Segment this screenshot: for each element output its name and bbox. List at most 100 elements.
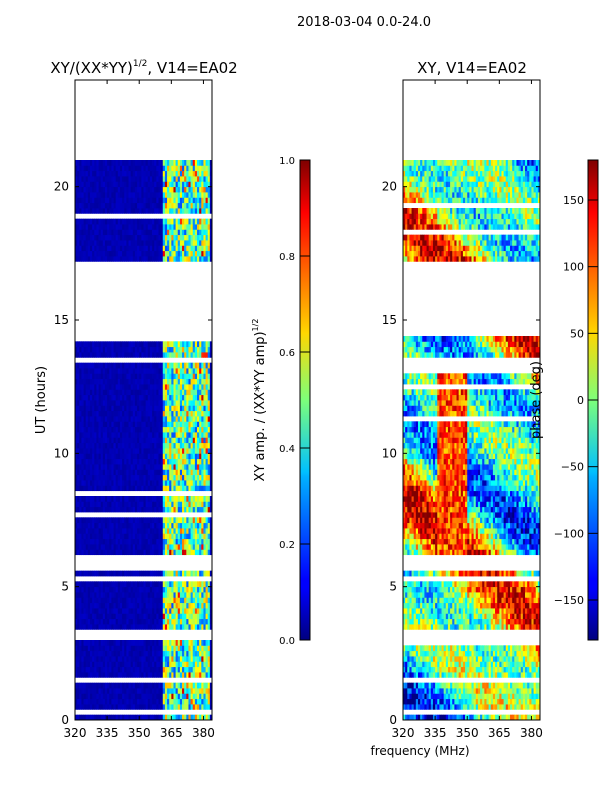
left-heatmap-cell xyxy=(75,480,78,486)
left-heatmap-cell xyxy=(207,506,211,513)
left-heatmap-cell xyxy=(197,613,200,620)
left-heatmap-cell xyxy=(182,256,185,262)
left-heatmap-cell xyxy=(192,618,196,625)
left-heatmap-cell xyxy=(130,496,134,502)
left-heatmap-cell xyxy=(145,650,149,657)
left-heatmap-cell xyxy=(139,672,142,678)
left-heatmap-cell xyxy=(182,170,185,177)
left-heatmap-cell xyxy=(143,645,147,652)
left-heatmap-cell xyxy=(107,597,110,604)
left-heatmap-cell xyxy=(209,693,212,700)
left-heatmap-cell xyxy=(199,186,202,193)
left-heatmap-cell xyxy=(77,432,80,438)
left-heatmap-cell xyxy=(164,405,168,412)
left-heatmap-cell xyxy=(190,234,194,241)
left-heatmap-cell xyxy=(167,421,170,428)
left-heatmap-cell xyxy=(207,437,211,444)
left-heatmap-cell xyxy=(92,373,95,380)
left-heatmap-cell xyxy=(154,688,157,694)
left-heatmap-cell xyxy=(109,400,112,406)
left-heatmap-cell xyxy=(122,165,125,172)
left-heatmap-cell xyxy=(147,693,151,700)
left-heatmap-cell xyxy=(164,229,168,236)
left-heatmap-cell xyxy=(156,672,159,678)
left-heatmap-cell xyxy=(134,384,138,390)
left-heatmap-cell xyxy=(94,208,97,214)
left-heatmap-cell xyxy=(96,538,99,545)
left-heatmap-cell xyxy=(115,245,119,252)
left-heatmap-cell xyxy=(83,693,87,700)
left-heatmap-cell xyxy=(201,234,204,241)
left-heatmap-cell xyxy=(145,208,149,214)
left-heatmap-cell xyxy=(109,602,112,609)
left-heatmap-cell xyxy=(186,426,189,433)
left-heatmap-cell xyxy=(100,714,104,720)
left-heatmap-cell xyxy=(164,410,168,417)
left-heatmap-cell xyxy=(149,672,153,678)
left-heatmap-cell xyxy=(117,197,121,204)
left-heatmap-cell xyxy=(164,517,168,524)
left-heatmap-cell xyxy=(126,485,129,492)
left-heatmap-cell xyxy=(182,437,185,444)
left-heatmap-cell xyxy=(92,704,95,710)
left-heatmap-cell xyxy=(156,682,159,689)
left-heatmap-cell xyxy=(162,693,166,700)
left-heatmap-cell xyxy=(188,208,191,214)
left-heatmap-cell xyxy=(167,549,170,556)
left-heatmap-cell xyxy=(205,485,209,492)
left-heatmap-cell xyxy=(164,570,168,577)
left-heatmap-cell xyxy=(184,442,187,449)
left-heatmap-cell xyxy=(107,410,110,417)
left-heatmap-cell xyxy=(139,522,142,529)
left-heatmap-cell xyxy=(92,592,95,598)
left-heatmap-cell xyxy=(75,714,78,720)
left-heatmap-cell xyxy=(203,362,206,369)
left-heatmap-cell xyxy=(192,394,196,401)
left-heatmap-cell xyxy=(209,400,212,406)
left-heatmap-cell xyxy=(179,250,183,257)
left-heatmap-cell xyxy=(137,618,140,625)
left-heatmap-cell xyxy=(197,496,200,502)
left-heatmap-cell xyxy=(75,533,78,540)
left-heatmap-cell xyxy=(152,218,155,225)
left-heatmap-cell xyxy=(85,192,89,198)
left-heatmap-cell xyxy=(96,501,99,508)
left-heatmap-cell xyxy=(186,656,189,662)
left-heatmap-cell xyxy=(203,581,206,588)
left-heatmap-cell xyxy=(147,416,151,422)
left-heatmap-cell xyxy=(122,458,125,465)
left-heatmap-cell xyxy=(182,202,185,209)
left-heatmap-cell xyxy=(199,533,202,540)
left-heatmap-cell xyxy=(194,224,198,230)
left-heatmap-cell xyxy=(201,528,204,534)
left-heatmap-cell xyxy=(171,666,174,673)
left-heatmap-cell xyxy=(162,528,166,534)
left-heatmap-cell xyxy=(115,714,119,720)
left-heatmap-cell xyxy=(139,453,142,460)
left-heatmap-cell xyxy=(115,218,119,225)
left-heatmap-cell xyxy=(175,613,179,620)
left-heatmap-cell xyxy=(184,165,187,172)
left-heatmap-cell xyxy=(158,378,162,385)
left-heatmap-cell xyxy=(171,421,174,428)
left-heatmap-cell xyxy=(115,229,119,236)
left-heatmap-cell xyxy=(117,384,121,390)
left-heatmap-cell xyxy=(209,666,212,673)
left-heatmap-cell xyxy=(188,202,191,209)
left-heatmap-cell xyxy=(205,218,209,225)
left-heatmap-cell xyxy=(79,453,82,460)
left-heatmap-cell xyxy=(162,442,166,449)
left-heatmap-cell xyxy=(169,666,172,673)
left-heatmap-cell xyxy=(115,538,119,545)
left-heatmap-cell xyxy=(164,613,168,620)
left-heatmap-cell xyxy=(87,661,91,668)
left-heatmap-cell xyxy=(162,240,166,246)
left-heatmap-cell xyxy=(188,426,191,433)
left-heatmap-cell xyxy=(194,389,198,396)
left-heatmap-cell xyxy=(132,373,136,380)
left-heatmap-cell xyxy=(122,661,125,668)
left-heatmap-cell xyxy=(190,506,194,513)
left-heatmap-cell xyxy=(81,597,84,604)
left-heatmap-cell xyxy=(175,549,179,556)
left-heatmap-cell xyxy=(182,192,185,198)
